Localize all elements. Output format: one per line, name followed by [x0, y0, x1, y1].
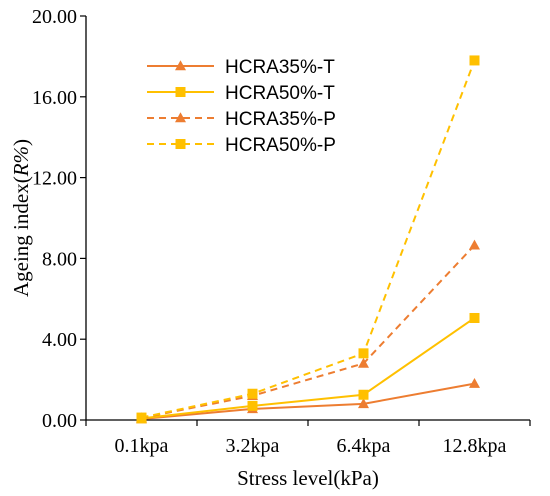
legend-label: HCRA50%-T — [225, 83, 335, 104]
y-axis-title-suffix: ) — [9, 139, 33, 146]
legend-marker — [175, 112, 186, 123]
legend: HCRA35%-T HCRA50%-T HCRA35%-P HCRA50%-P — [147, 57, 336, 156]
data-point — [469, 312, 480, 323]
y-ticks: 0.00 4.00 8.00 12.00 16.00 20.00 — [32, 6, 86, 432]
legend-marker — [175, 60, 186, 71]
data-point — [358, 348, 369, 359]
series-line — [141, 244, 476, 419]
series-line — [141, 317, 476, 420]
x-tick-label: 3.2kpa — [226, 435, 280, 457]
y-axis-title-prefix: Ageing index( — [9, 176, 33, 297]
series-line — [141, 382, 475, 420]
x-tick-label: 0.1kpa — [115, 435, 169, 457]
y-tick-label: 16.00 — [32, 87, 77, 109]
x-ticks: 0.1kpa 3.2kpa 6.4kpa 12.8kpa — [85, 420, 531, 457]
x-tick-label: 12.8kpa — [443, 435, 507, 457]
data-point — [358, 357, 369, 368]
legend-item: HCRA35%-P — [147, 109, 336, 130]
series-layer — [136, 55, 480, 424]
data-point — [136, 412, 147, 423]
y-tick-label: 20.00 — [32, 6, 77, 28]
y-axis-title: Ageing index(R%) — [9, 139, 33, 297]
data-point — [247, 388, 258, 399]
legend-item: HCRA50%-T — [147, 83, 335, 104]
x-tick-label: 6.4kpa — [337, 435, 391, 457]
x-axis-title: Stress level(kPa) — [237, 466, 379, 490]
legend-marker — [175, 87, 186, 97]
legend-item: HCRA35%-T — [147, 57, 335, 78]
legend-marker — [175, 139, 186, 149]
y-tick-label: 8.00 — [42, 248, 77, 270]
data-point — [469, 377, 480, 388]
legend-label: HCRA35%-T — [225, 57, 335, 78]
series-HCRA35%-P — [136, 239, 480, 423]
data-point — [469, 239, 480, 250]
data-point — [358, 389, 369, 400]
plot-area: 0.00 4.00 8.00 12.00 16.00 20.00 0.1kpa 3.2kpa… — [32, 6, 531, 457]
data-point — [247, 400, 258, 411]
legend-item: HCRA50%-P — [147, 135, 336, 156]
y-tick-label: 4.00 — [42, 329, 77, 351]
series-line — [141, 60, 476, 419]
y-axis-title-italic: R% — [9, 146, 33, 177]
series-HCRA50%-P — [136, 55, 480, 423]
data-point — [358, 398, 369, 409]
legend-label: HCRA35%-P — [225, 109, 336, 130]
y-tick-label: 12.00 — [32, 168, 77, 190]
legend-label: HCRA50%-P — [225, 135, 336, 156]
y-tick-label: 0.00 — [42, 410, 77, 432]
data-point — [469, 55, 480, 66]
